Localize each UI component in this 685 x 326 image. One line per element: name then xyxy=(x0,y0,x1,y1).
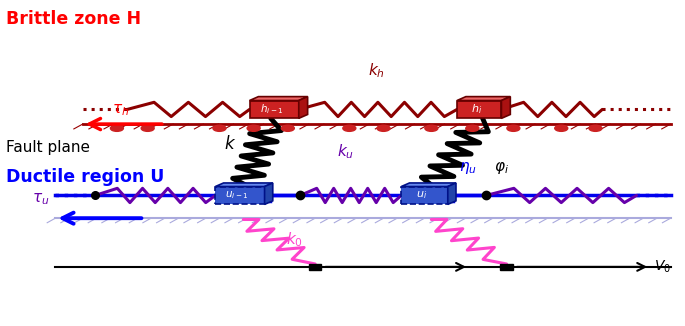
Polygon shape xyxy=(448,183,456,204)
Polygon shape xyxy=(457,96,510,100)
Circle shape xyxy=(342,125,356,131)
Polygon shape xyxy=(401,183,456,186)
Text: Fault plane: Fault plane xyxy=(6,140,90,155)
Circle shape xyxy=(589,125,602,131)
Text: $k_h$: $k_h$ xyxy=(369,62,385,80)
Text: $\eta_u$: $\eta_u$ xyxy=(460,160,477,176)
Circle shape xyxy=(555,125,568,131)
Bar xyxy=(501,264,512,270)
Circle shape xyxy=(507,125,520,131)
Text: $\varphi_i$: $\varphi_i$ xyxy=(495,160,509,176)
Text: $h_i$: $h_i$ xyxy=(471,102,482,116)
Bar xyxy=(309,264,321,270)
Text: $u_i$: $u_i$ xyxy=(416,189,427,201)
Text: $\tau_h$: $\tau_h$ xyxy=(112,102,129,118)
Circle shape xyxy=(213,125,226,131)
Polygon shape xyxy=(299,96,308,118)
Polygon shape xyxy=(249,96,308,100)
Polygon shape xyxy=(457,100,501,118)
Text: $V_0$: $V_0$ xyxy=(653,259,671,275)
Polygon shape xyxy=(501,96,510,118)
Text: $h_{i-1}$: $h_{i-1}$ xyxy=(260,102,283,116)
Text: Brittle zone H: Brittle zone H xyxy=(6,10,141,28)
Circle shape xyxy=(282,125,295,131)
Text: $u_{i-1}$: $u_{i-1}$ xyxy=(225,189,249,201)
Circle shape xyxy=(425,125,438,131)
Polygon shape xyxy=(215,183,273,186)
Polygon shape xyxy=(264,183,273,204)
Circle shape xyxy=(141,125,154,131)
Text: Ductile region U: Ductile region U xyxy=(6,168,164,186)
Text: $k$: $k$ xyxy=(223,135,236,153)
Polygon shape xyxy=(249,100,299,118)
Circle shape xyxy=(110,125,123,131)
Circle shape xyxy=(466,125,479,131)
Circle shape xyxy=(377,125,390,131)
Polygon shape xyxy=(215,186,264,204)
Circle shape xyxy=(247,125,260,131)
Text: $k_u$: $k_u$ xyxy=(338,143,354,161)
Text: $\tau_u$: $\tau_u$ xyxy=(32,191,50,207)
Polygon shape xyxy=(401,186,448,204)
Text: $k_0$: $k_0$ xyxy=(286,230,303,249)
